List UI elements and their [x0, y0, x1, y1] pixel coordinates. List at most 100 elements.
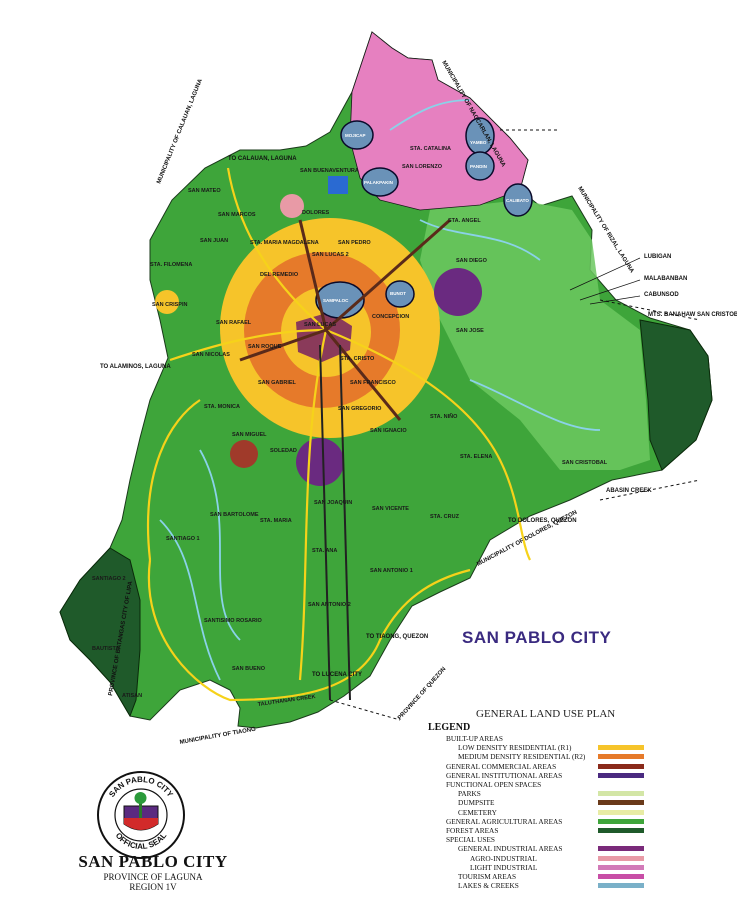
- brgy-label: SAN MARCOS: [218, 212, 256, 218]
- brgy-label: CONCEPCION: [372, 314, 409, 320]
- brgy-label: SAN JUAN: [200, 238, 228, 244]
- legend-item-label: CEMETERY: [458, 807, 497, 817]
- brgy-label: SAN BUENO: [232, 666, 266, 672]
- lake-label: BUNOT: [390, 291, 406, 296]
- legend-item: LIGHT INDUSTRIAL: [428, 863, 668, 872]
- lake-label: MOJICAP: [345, 133, 366, 138]
- brgy-label: STA. CRISTO: [340, 356, 375, 362]
- agro-industrial-circle: [280, 194, 304, 218]
- brgy-label: SAN DIEGO: [456, 258, 488, 264]
- main-roads: [239, 218, 451, 421]
- institutional-circle-2: [434, 268, 482, 316]
- brgy-label: SAN BARTOLOME: [210, 512, 259, 518]
- boundaries: [329, 129, 701, 721]
- legend-swatch: [598, 763, 644, 769]
- brgy-label: DEL REMEDIO: [260, 272, 299, 278]
- legend: LEGEND BUILT-UP AREAS LOW DENSITY RESIDEN…: [428, 722, 668, 890]
- point-label: MALABANBAN: [644, 276, 687, 282]
- road-label: TO CALAUAN, LAGUNA: [228, 156, 297, 162]
- brgy-label: SAN LUCAS: [304, 322, 336, 328]
- creeks: [159, 99, 601, 681]
- brgy-label: SAN CRISPIN: [152, 302, 187, 308]
- footer-city: SAN PABLO CITY: [78, 852, 228, 871]
- legend-item: LOW DENSITY RESIDENTIAL (R1): [428, 743, 668, 752]
- legend-swatch: [598, 873, 644, 879]
- legend-item-label: PARKS: [458, 789, 481, 799]
- lake-label: PANDIN: [470, 164, 487, 169]
- official-seal: SAN PABLO CITY OFFICIAL SEAL: [97, 771, 185, 859]
- brgy-label: SAN ROQUE: [248, 344, 282, 350]
- lake-label: SAMPALOC: [323, 298, 349, 303]
- legend-item-label: FOREST AREAS: [446, 825, 499, 835]
- lake-palakpakin: [361, 167, 399, 197]
- legend-item-label: BUILT-UP AREAS: [446, 734, 503, 744]
- lake-labels: BUNOT SAMPALOC MOJICAP YAMBO PANDIN CALI…: [323, 133, 529, 303]
- legend-item-label: FUNCTIONAL OPEN SPACES: [446, 780, 542, 790]
- footer: SAN PABLO CITY PROVINCE OF LAGUNA REGION…: [48, 852, 258, 892]
- legend-item-label: AGRO-INDUSTRIAL: [470, 853, 537, 863]
- legend-item-label: DUMPSITE: [458, 798, 495, 808]
- legend-item: AGRO-INDUSTRIAL: [428, 853, 668, 863]
- legend-item: GENERAL INDUSTRIAL AREAS: [428, 844, 668, 853]
- legend-item: DUMPSITE: [428, 798, 668, 807]
- road-label: TO ALAMINOS, LAGUNA: [100, 364, 171, 370]
- brgy-label: BAUTISTA: [92, 646, 119, 652]
- mun-label: MUNICIPALITY OF TIAONG: [179, 727, 256, 746]
- legend-item: GENERAL COMMERCIAL AREAS: [428, 762, 668, 771]
- plan-title: GENERAL LAND USE PLAN: [476, 708, 616, 720]
- legend-swatch: [598, 809, 644, 815]
- legend-item-label: LAKES & CREEKS: [458, 881, 519, 891]
- lake-label: CALIBATO: [506, 198, 529, 203]
- lake-pandin: [465, 151, 495, 181]
- map-title: SAN PABLO CITY: [462, 628, 612, 647]
- brgy-label: SAN NICOLAS: [192, 352, 230, 358]
- legend-swatch: [598, 864, 644, 870]
- mun-label: PROVINCE OF QUEZON: [397, 666, 447, 721]
- legend-item: GENERAL INSTITUTIONAL AREAS: [428, 771, 668, 780]
- point-labels: LUBIGAN MALABANBAN CABUNSOD MTS. BANAHAW…: [569, 254, 737, 318]
- legend-item-label: GENERAL COMMERCIAL AREAS: [446, 761, 557, 771]
- brgy-label: STA. MONICA: [204, 404, 240, 410]
- legend-item: MEDIUM DENSITY RESIDENTIAL (R2): [428, 752, 668, 761]
- legend-item-label: LIGHT INDUSTRIAL: [470, 862, 538, 872]
- legend-item: GENERAL AGRICULTURAL AREAS: [428, 817, 668, 826]
- legend-item: BUILT-UP AREAS: [428, 734, 668, 743]
- lake-label: PALAKPAKIN: [364, 180, 393, 185]
- legend-swatch: [598, 754, 644, 760]
- creek-label: ABASIN CREEK: [606, 488, 652, 494]
- legend-item-label: LOW DENSITY RESIDENTIAL (R1): [458, 743, 572, 753]
- brgy-label: SAN ANTONIO 2: [308, 602, 351, 608]
- brgy-label: SANTISIMO ROSARIO: [204, 618, 262, 624]
- legend-swatch: [598, 782, 644, 787]
- brgy-label: ATISAN: [122, 693, 142, 699]
- legend-item: TOURISM AREAS: [428, 872, 668, 881]
- brgy-label: SAN FRANCISCO: [350, 380, 397, 386]
- brgy-label: SANTIAGO 1: [166, 536, 200, 542]
- legend-item: LAKES & CREEKS: [428, 881, 668, 890]
- brgy-label: STA. ANGEL: [448, 218, 481, 224]
- road-label: TO TIAONG, QUEZON: [366, 634, 428, 640]
- point-label: LUBIGAN: [644, 254, 671, 260]
- legend-item: FOREST AREAS: [428, 826, 668, 835]
- legend-swatch: [598, 818, 644, 824]
- footer-region: REGION 1V: [129, 882, 177, 892]
- brgy-label: SAN JOSE: [456, 328, 484, 334]
- legend-item-label: GENERAL INSTITUTIONAL AREAS: [446, 770, 563, 780]
- legend-swatch: [598, 883, 644, 889]
- brgy-label: SAN PEDRO: [338, 240, 371, 246]
- road-label: TO DOLORES, QUEZON: [508, 518, 577, 524]
- legend-swatch: [598, 837, 644, 842]
- legend-item: SPECIAL USES: [428, 835, 668, 844]
- brgy-label: STA. FILOMENA: [150, 262, 192, 268]
- brgy-label: STA. NIÑO: [430, 413, 458, 420]
- legend-item: FUNCTIONAL OPEN SPACES: [428, 780, 668, 789]
- brgy-label: SAN LORENZO: [402, 164, 443, 170]
- brgy-label: DOLORES: [302, 210, 330, 216]
- commercial-circle: [230, 440, 258, 468]
- brgy-label: STA. CRUZ: [430, 514, 460, 520]
- brgy-label: STA. MARIA MAGDALENA: [250, 240, 319, 246]
- legend-item-label: MEDIUM DENSITY RESIDENTIAL (R2): [458, 752, 586, 762]
- point-label: MTS. BANAHAW SAN CRISTOBAL NATIONAL PARK: [648, 312, 737, 318]
- legend-item: PARKS: [428, 789, 668, 798]
